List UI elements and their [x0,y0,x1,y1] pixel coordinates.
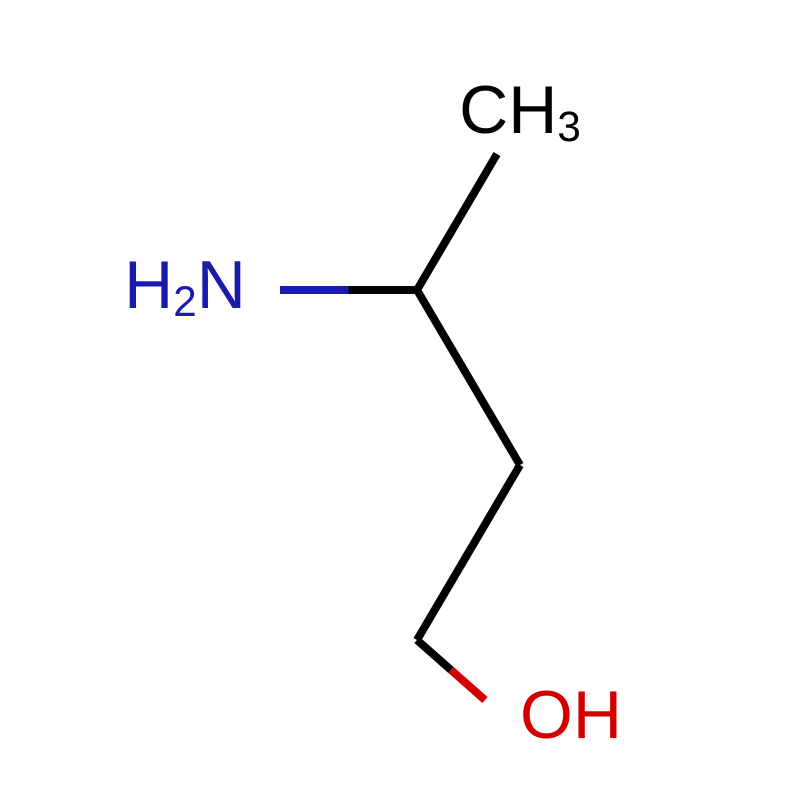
atom-label-OH: OH [520,677,622,753]
bond-C2-C3 [417,290,520,465]
bond-C4-OH [417,640,485,700]
bond-C3-C4 [417,465,520,640]
bond-CH3-C2 [417,154,497,290]
atom-label-CH3: CH3 [459,72,581,150]
atom-label-N: H2N [124,247,246,325]
molecule-canvas: CH3 H2N OH [0,0,800,800]
